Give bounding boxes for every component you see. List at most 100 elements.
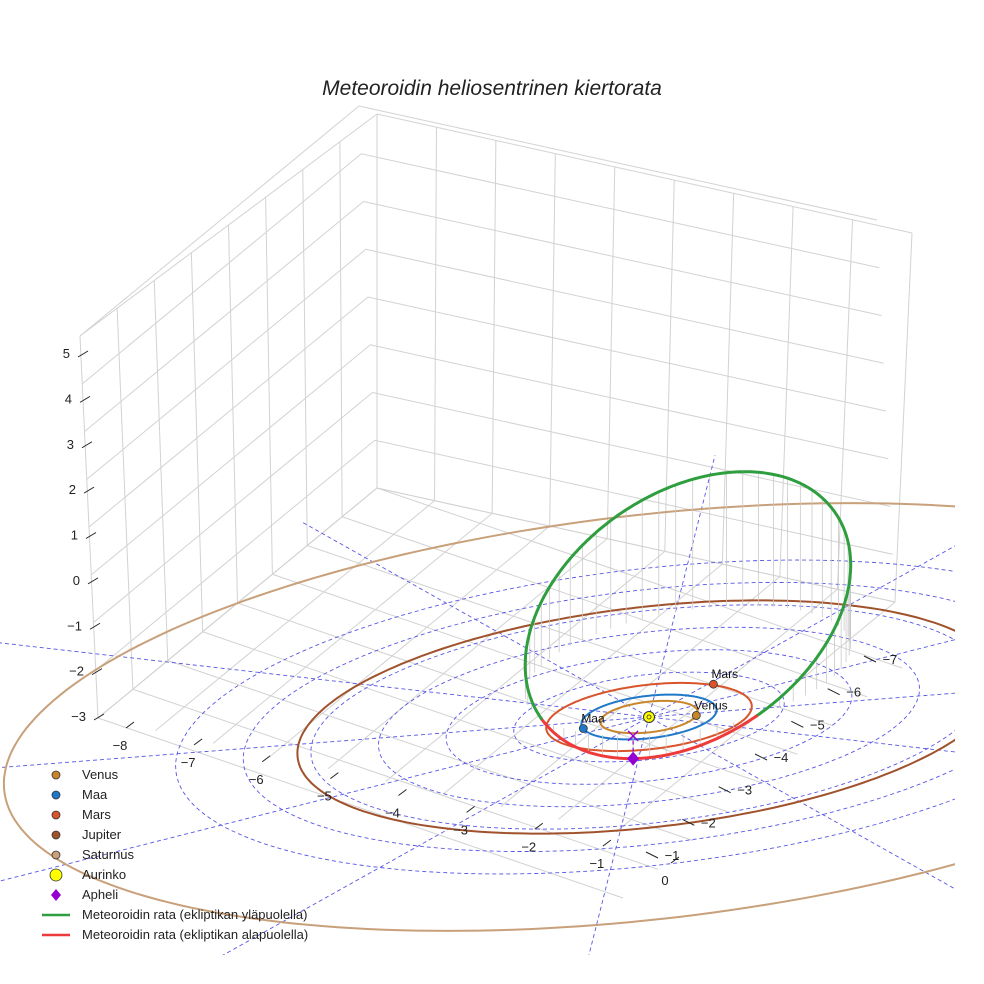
- z-tick-label: 2: [69, 482, 76, 497]
- floor-grid-line: [132, 688, 659, 870]
- y-tick-label: −7: [883, 652, 898, 667]
- axis-ticks: 5 4 3 2 1 0 −1 −2 −3 −8 −7 −6 −5 −4 −3 −2 −1 0 −7 −6 −5 −4 −3 −…: [63, 346, 898, 888]
- floor-grid-line: [500, 576, 781, 808]
- grid-vertical-left: [116, 308, 134, 690]
- ecliptic-spoke: [0, 639, 955, 882]
- z-tick-label: 4: [65, 391, 72, 406]
- z-tick-label: 1: [71, 528, 78, 543]
- grid-level-line: [90, 344, 889, 576]
- planet-label-venus: Venus: [694, 698, 727, 712]
- grid-vertical-back: [779, 206, 794, 577]
- x-tick-label: −1: [589, 856, 604, 871]
- floor-grid-line: [155, 500, 435, 732]
- z-tick-label: −2: [69, 664, 84, 679]
- y-tick-mark: [863, 655, 877, 663]
- legend-marker: [49, 868, 63, 882]
- grid-vertical-left: [228, 224, 238, 604]
- floor-grid-line: [212, 512, 493, 744]
- y-tick-label: −6: [846, 685, 861, 700]
- grid-vertical-back: [549, 153, 556, 527]
- x-tick-label: −7: [181, 755, 196, 770]
- grid-vertical-left: [302, 169, 308, 546]
- grid-vertical-back: [836, 219, 854, 590]
- floor-grid-line: [558, 588, 838, 820]
- x-tick-mark: [261, 755, 271, 763]
- x-tick-label: −3: [453, 822, 468, 837]
- grid-vertical-left: [265, 197, 273, 575]
- planet-label-maa: Maa: [581, 712, 605, 726]
- grid-vertical-back: [434, 127, 437, 501]
- planet-markers: Venus Maa Mars: [578, 667, 738, 733]
- legend-label: Saturnus: [82, 847, 135, 862]
- planet-marker-mars: [709, 679, 718, 689]
- z-tick-label: −3: [71, 709, 86, 724]
- z-tick-mark: [91, 668, 103, 676]
- chart-title: Meteoroidin heliosentrinen kiertorata: [322, 77, 662, 100]
- z-tick-mark: [79, 395, 91, 403]
- grid-vertical-back: [491, 140, 497, 514]
- x-tick-label: −2: [521, 839, 536, 854]
- y-tick-label: −3: [737, 783, 752, 798]
- x-tick-mark: [602, 839, 612, 847]
- orbit-maa: [580, 693, 718, 741]
- grid-vertical-back: [664, 180, 675, 552]
- legend-marker: [51, 850, 61, 860]
- x-tick-mark: [466, 805, 475, 813]
- z-tick-mark: [87, 577, 99, 585]
- orbit-above-ecliptic: [742, 470, 853, 719]
- z-tick-label: 0: [73, 573, 80, 588]
- grid-vertical-left: [79, 335, 99, 719]
- z-tick-mark: [85, 532, 97, 539]
- x-tick-mark: [330, 772, 339, 780]
- floor-grid-line: [376, 487, 903, 669]
- grid-level-line: [93, 391, 891, 623]
- planet-orbits: [2, 502, 955, 932]
- x-tick-label: −6: [249, 772, 264, 787]
- grid-level-line: [97, 487, 896, 719]
- grid-level-line: [84, 200, 882, 432]
- grid-level-line: [81, 153, 880, 385]
- z-tick-label: 3: [67, 437, 74, 452]
- legend-label: Apheli: [82, 887, 118, 902]
- orbit-venus: [599, 699, 699, 735]
- floor-grid-line: [237, 602, 763, 784]
- y-tick-mark: [827, 688, 840, 696]
- floor-grid-line: [341, 516, 868, 698]
- floor-grid-line: [167, 660, 693, 841]
- x-tick-mark: [193, 738, 203, 746]
- x-tick-label: −4: [385, 806, 400, 821]
- ecliptic-ring: [310, 604, 955, 830]
- x-tick-label: −5: [317, 789, 332, 804]
- z-tick-label: 5: [63, 346, 70, 361]
- x-tick-label: 0: [661, 873, 668, 888]
- legend-label: Jupiter: [82, 827, 122, 842]
- orbit-jupiter: [296, 599, 955, 835]
- floor-grid-line: [327, 538, 608, 770]
- grid-level-line: [86, 248, 884, 480]
- legend-marker: [51, 830, 61, 840]
- ecliptic-spoke: [301, 521, 955, 890]
- legend-marker: [51, 810, 61, 820]
- y-tick-label: −1: [665, 848, 680, 863]
- legend-label: Maa: [82, 787, 108, 802]
- z-tick-label: −1: [67, 618, 82, 633]
- x-tick-label: −8: [113, 738, 128, 753]
- x-tick-mark: [398, 789, 407, 796]
- floor-grid-line: [307, 545, 833, 726]
- x-tick-mark: [125, 721, 135, 729]
- z-tick-mark: [89, 622, 101, 630]
- y-tick-mark: [682, 818, 695, 826]
- y-tick-mark: [718, 786, 731, 794]
- grid-vertical-back: [894, 232, 913, 603]
- x-tick-mark: [534, 822, 544, 830]
- aphelion-projection-cross: [627, 730, 639, 742]
- planet-label-mars: Mars: [711, 667, 738, 681]
- sun-marker: [643, 711, 655, 723]
- y-tick-mark: [754, 753, 768, 761]
- floor-grid-line: [270, 525, 550, 757]
- grid-level-line: [95, 439, 893, 671]
- legend-label: Meteoroidin rata (ekliptikan yläpuolella…: [82, 907, 307, 922]
- legend-marker: [51, 889, 61, 901]
- ecliptic-spoke: [0, 692, 955, 769]
